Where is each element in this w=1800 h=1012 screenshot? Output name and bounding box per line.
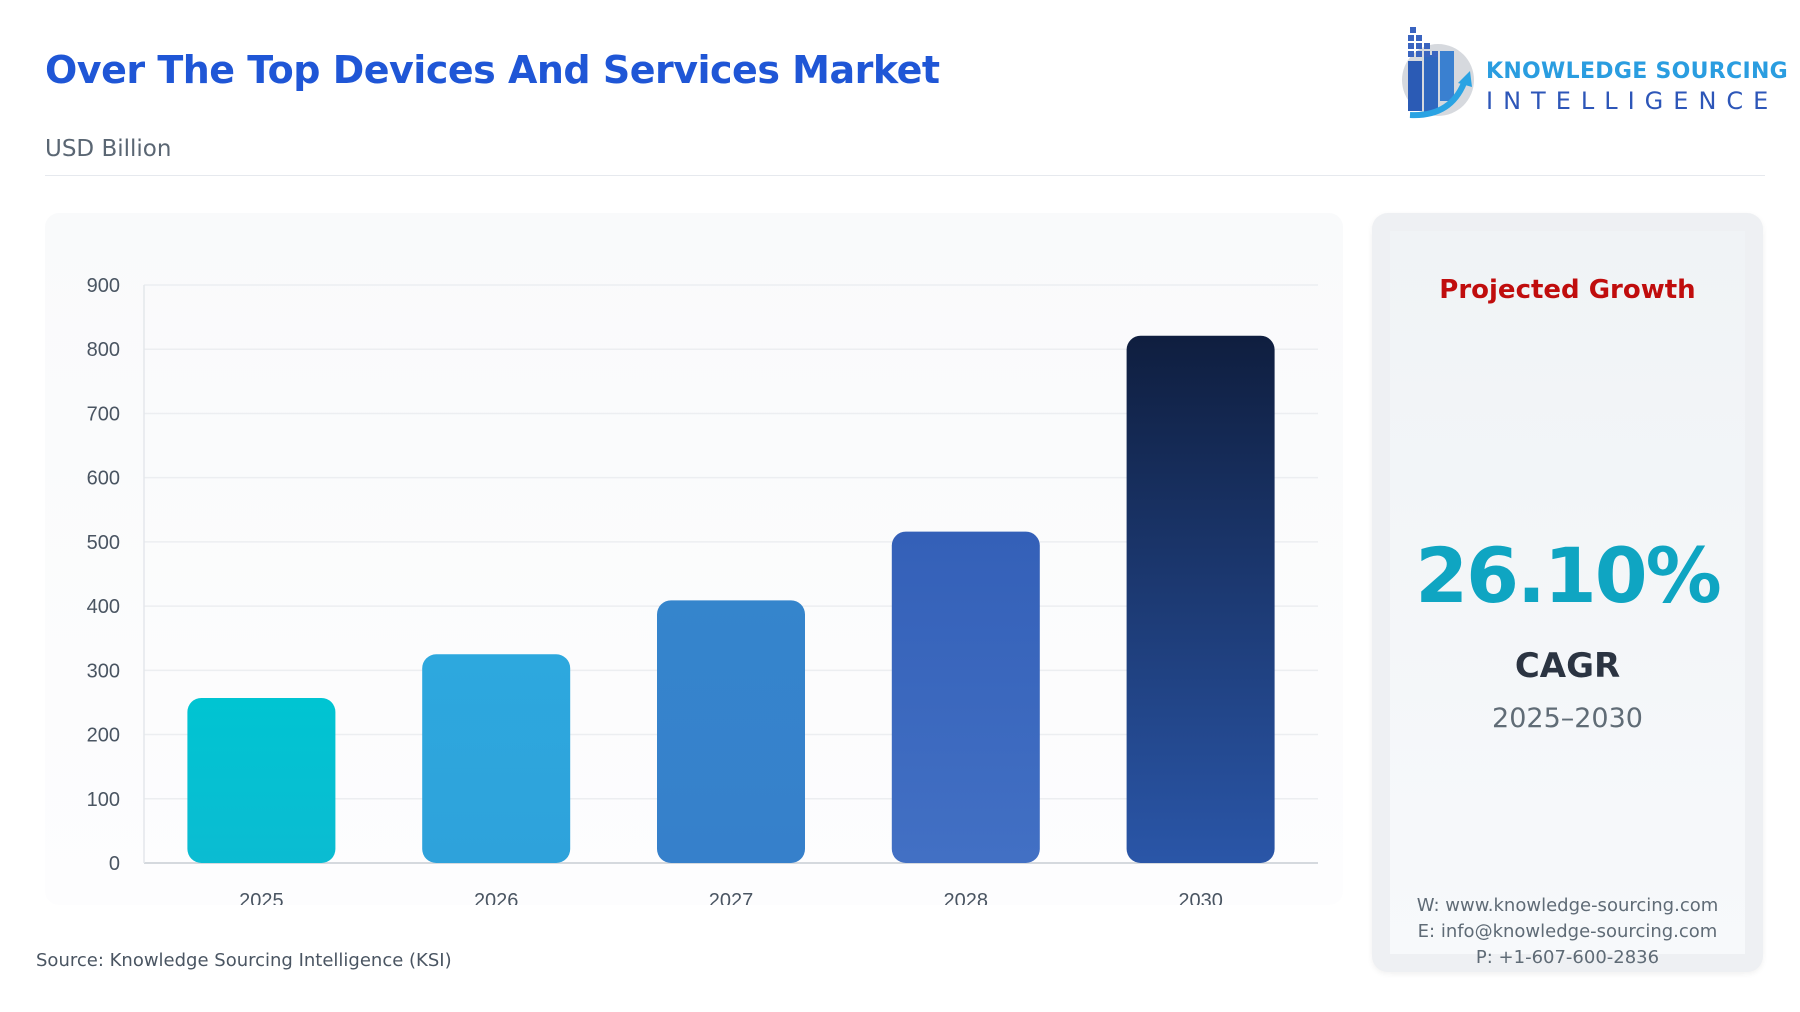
projected-growth-heading: Projected Growth xyxy=(1439,275,1696,305)
bar-chart: 0 100 200 300 400 500 600 700 800 900 2025 2026 2027… xyxy=(87,275,1318,905)
y-tick-label: 200 xyxy=(87,725,120,747)
cagr-period: 2025–2030 xyxy=(1492,703,1643,734)
x-tick-label: 2027 xyxy=(709,890,754,905)
y-tick-label: 800 xyxy=(87,339,120,361)
y-tick-label: 100 xyxy=(87,789,120,811)
bar-2030 xyxy=(1126,335,1275,863)
x-tick-label: 2030 xyxy=(1178,890,1223,905)
chart-subtitle: USD Billion xyxy=(45,136,172,162)
company-logo: KNOWLEDGE SOURCING INTELLIGENCE xyxy=(1400,25,1788,120)
y-tick-label: 500 xyxy=(87,532,120,554)
bar-2028 xyxy=(891,531,1040,863)
logo-icon xyxy=(1402,27,1474,119)
contact-web: W: www.knowledge-sourcing.com xyxy=(1416,895,1719,916)
x-tick-label: 2026 xyxy=(474,890,519,905)
y-tick-label: 300 xyxy=(87,660,120,682)
y-tick-label: 0 xyxy=(109,853,120,875)
divider xyxy=(45,175,1765,176)
y-tick-label: 700 xyxy=(87,403,120,425)
cagr-label: CAGR xyxy=(1514,646,1621,686)
bar-2026 xyxy=(422,654,571,863)
bar-2027 xyxy=(657,600,805,863)
cagr-value: 26.10% xyxy=(1415,531,1722,620)
x-tick-label: 2028 xyxy=(944,890,989,905)
source-note: Source: Knowledge Sourcing Intelligence … xyxy=(36,950,452,971)
y-tick-label: 900 xyxy=(87,275,120,297)
x-tick-label: 2025 xyxy=(239,890,284,905)
chart-panel: 0 100 200 300 400 500 600 700 800 900 2025 2026 2027… xyxy=(45,213,1343,905)
growth-panel: Projected Growth 26.10% CAGR 2025–2030 W… xyxy=(1372,213,1763,972)
logo-text: INTELLIGENCE xyxy=(1486,87,1779,115)
y-tick-label: 400 xyxy=(87,596,120,618)
chart-title: Over The Top Devices And Services Market xyxy=(45,48,940,92)
bar-2025 xyxy=(187,697,336,863)
logo-text: KNOWLEDGE SOURCING xyxy=(1486,59,1789,84)
contact-phone: P: +1-607-600-2836 xyxy=(1475,947,1660,968)
y-tick-label: 600 xyxy=(87,468,120,490)
contact-email: E: info@knowledge-sourcing.com xyxy=(1417,921,1718,942)
